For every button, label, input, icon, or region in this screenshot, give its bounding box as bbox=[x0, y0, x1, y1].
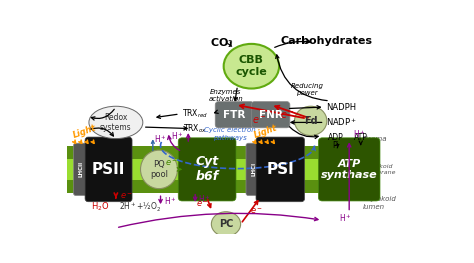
Text: Cyclic electron
pathways: Cyclic electron pathways bbox=[204, 127, 255, 141]
Ellipse shape bbox=[211, 212, 241, 236]
Text: Thylakoid
membrane: Thylakoid membrane bbox=[362, 164, 397, 175]
Text: $e^-$: $e^-$ bbox=[249, 206, 263, 216]
Text: Stroma: Stroma bbox=[362, 136, 388, 143]
Text: H$_2$O: H$_2$O bbox=[91, 201, 109, 213]
FancyBboxPatch shape bbox=[319, 138, 380, 201]
Text: Light: Light bbox=[253, 123, 279, 140]
Bar bbox=[66, 159, 357, 180]
FancyBboxPatch shape bbox=[251, 102, 290, 128]
Text: CBB
cycle: CBB cycle bbox=[236, 55, 267, 77]
Text: $e^-$: $e^-$ bbox=[165, 159, 178, 168]
Ellipse shape bbox=[140, 150, 177, 189]
Text: H$^+$: H$^+$ bbox=[171, 130, 183, 142]
Text: ATP
synthase: ATP synthase bbox=[321, 159, 377, 180]
FancyBboxPatch shape bbox=[85, 137, 132, 202]
Text: NADPH: NADPH bbox=[326, 103, 356, 112]
Text: Redox
systems: Redox systems bbox=[100, 113, 132, 132]
Text: Fd: Fd bbox=[304, 116, 318, 126]
Text: FTR: FTR bbox=[223, 110, 246, 120]
Text: NADP$^+$: NADP$^+$ bbox=[326, 117, 357, 128]
Text: H$^+$: H$^+$ bbox=[164, 195, 176, 207]
Text: $e^-$: $e^-$ bbox=[196, 200, 209, 209]
Text: LHCI: LHCI bbox=[251, 162, 256, 176]
Text: Enzymes
activation: Enzymes activation bbox=[209, 89, 243, 102]
Text: 2H$^+$+½O$_2$: 2H$^+$+½O$_2$ bbox=[118, 200, 161, 214]
Ellipse shape bbox=[224, 44, 279, 89]
Text: ATP: ATP bbox=[354, 133, 368, 141]
Text: $e^-$: $e^-$ bbox=[280, 110, 295, 120]
Text: Pi: Pi bbox=[333, 141, 339, 150]
Text: TRX$_{ox}$: TRX$_{ox}$ bbox=[183, 122, 207, 135]
Text: H$^+$: H$^+$ bbox=[353, 128, 366, 140]
Text: $e^-$: $e^-$ bbox=[252, 115, 266, 126]
Text: H$^+$: H$^+$ bbox=[154, 134, 167, 145]
Text: FNR: FNR bbox=[259, 110, 283, 120]
Text: PQ
pool: PQ pool bbox=[150, 160, 168, 179]
Text: Reducing
power: Reducing power bbox=[291, 83, 323, 96]
Text: TRX$_{red}$: TRX$_{red}$ bbox=[182, 108, 208, 120]
FancyBboxPatch shape bbox=[246, 143, 261, 196]
Text: Light: Light bbox=[72, 123, 98, 140]
Text: PC: PC bbox=[219, 219, 233, 229]
Text: Carbohydrates: Carbohydrates bbox=[280, 36, 372, 46]
FancyBboxPatch shape bbox=[73, 143, 89, 196]
Text: ADP: ADP bbox=[328, 133, 344, 141]
Text: H$^+$: H$^+$ bbox=[339, 212, 352, 224]
FancyBboxPatch shape bbox=[215, 102, 254, 128]
Text: CO$_2$: CO$_2$ bbox=[210, 36, 234, 50]
Text: PSII: PSII bbox=[92, 162, 125, 177]
Text: Thylakoid
lumen: Thylakoid lumen bbox=[362, 196, 396, 210]
Ellipse shape bbox=[89, 106, 143, 139]
Text: Cyt
b6f: Cyt b6f bbox=[195, 155, 219, 183]
Text: LHCII: LHCII bbox=[79, 161, 84, 178]
FancyBboxPatch shape bbox=[178, 138, 236, 201]
Text: PSI: PSI bbox=[266, 162, 294, 177]
Text: H$^+$: H$^+$ bbox=[198, 194, 211, 205]
Text: $e^-$: $e^-$ bbox=[120, 192, 134, 201]
Ellipse shape bbox=[294, 106, 327, 135]
FancyBboxPatch shape bbox=[256, 137, 304, 202]
Bar bbox=[66, 145, 357, 193]
